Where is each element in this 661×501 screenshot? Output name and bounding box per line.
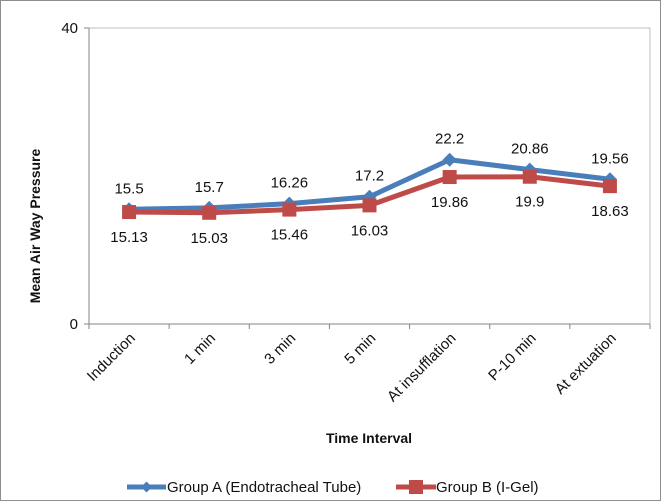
y-tick-label-bottom: 0	[70, 316, 78, 333]
data-label-group-b-i-gel-5-min: 16.03	[351, 222, 389, 239]
data-point-group-b-i-gel-induction	[122, 205, 137, 220]
data-label-group-a-endotracheal-tube-1-min: 15.7	[195, 179, 224, 196]
x-axis-title: Time Interval	[326, 430, 412, 446]
legend-marker-group-a	[141, 481, 152, 493]
legend-label-group-a: Group A (Endotracheal Tube)	[167, 479, 361, 496]
data-labels: 15.5 15.7 16.26 17.2 22.2 20.86 19.56 15.13 15.0…	[110, 131, 628, 247]
data-label-group-b-i-gel-p-10-min: 19.9	[515, 194, 544, 211]
data-label-group-a-endotracheal-tube-p-10-min: 20.86	[511, 141, 549, 158]
x-tick-label-p-10-min: P-10 min	[485, 330, 539, 384]
data-point-group-b-i-gel-1-min	[202, 205, 217, 220]
data-label-group-a-endotracheal-tube-5-min: 17.2	[355, 168, 384, 185]
data-label-group-b-i-gel-induction: 15.13	[110, 229, 148, 246]
legend-label-group-b: Group B (I-Gel)	[436, 479, 539, 496]
data-point-group-b-i-gel-p-10-min	[522, 169, 537, 184]
x-tick-labels: Induction 1 min 3 min 5 min At insufflation P…	[84, 330, 620, 406]
legend-item-group-a: Group A (Endotracheal Tube)	[127, 479, 361, 496]
data-label-group-a-endotracheal-tube-at-insufflation: 22.2	[435, 131, 464, 148]
x-tick-label-1-min: 1 min	[181, 330, 219, 368]
y-tick-label-top: 40	[61, 20, 78, 37]
x-tick-label-5-min: 5 min	[341, 330, 379, 368]
legend-marker-group-b	[409, 480, 423, 494]
plot-area-border	[88, 27, 651, 325]
data-label-group-b-i-gel-at-insufflation: 19.86	[431, 194, 469, 211]
data-label-group-b-i-gel-3-min: 15.46	[271, 227, 309, 244]
data-point-group-a-endotracheal-tube-at-insufflation	[442, 152, 457, 167]
data-label-group-b-i-gel-at-extuation: 18.63	[591, 203, 629, 220]
data-label-group-b-i-gel-1-min: 15.03	[190, 230, 228, 247]
x-tick-label-induction: Induction	[84, 330, 139, 385]
plot-area	[84, 27, 651, 325]
data-label-group-a-endotracheal-tube-3-min: 16.26	[271, 175, 309, 192]
data-label-group-a-endotracheal-tube-induction: 15.5	[114, 180, 143, 197]
x-tick-label-at-extuation: At extuation	[552, 330, 620, 398]
y-axis-title: Mean Air Way Pressure	[27, 149, 43, 304]
legend-item-group-b: Group B (I-Gel)	[396, 479, 539, 496]
legend: Group A (Endotracheal Tube) Group B (I-G…	[127, 479, 539, 496]
x-ticks	[88, 324, 651, 329]
data-point-group-b-i-gel-at-extuation	[602, 179, 617, 194]
series-layer	[122, 152, 617, 220]
data-point-group-b-i-gel-3-min	[282, 202, 297, 217]
data-point-group-b-i-gel-5-min	[362, 198, 377, 213]
x-tick-label-at-insufflation: At insufflation	[384, 330, 460, 406]
x-tick-label-3-min: 3 min	[261, 330, 299, 368]
data-point-group-b-i-gel-at-insufflation	[442, 170, 457, 185]
data-label-group-a-endotracheal-tube-at-extuation: 19.56	[591, 150, 629, 167]
